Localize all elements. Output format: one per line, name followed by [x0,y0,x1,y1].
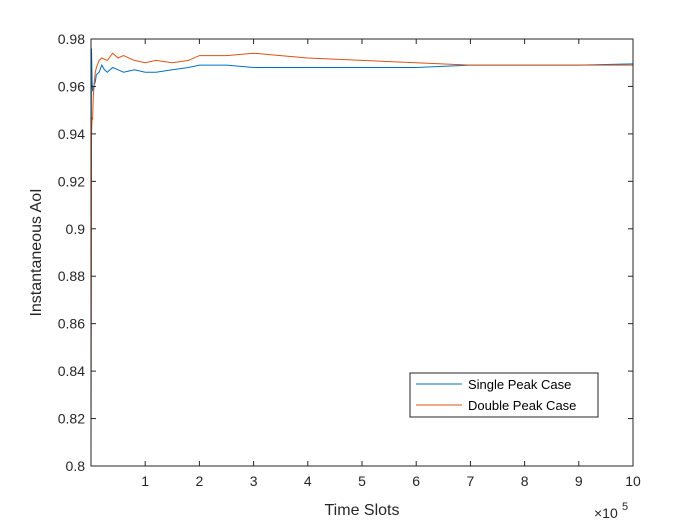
x-tick-label: 10 [625,473,641,489]
y-tick-label: 0.8 [66,458,86,474]
y-tick-label: 0.82 [58,411,85,427]
y-tick-label: 0.88 [58,268,85,284]
x-tick-label: 5 [358,473,366,489]
legend: Single Peak Case Double Peak Case [409,372,599,418]
x-tick-label: 1 [141,473,149,489]
x-axis-exponent-base: ×10 [594,505,618,521]
legend-box [409,372,599,418]
x-axis-label: Time Slots [325,502,400,519]
x-tick-label: 2 [196,473,204,489]
x-tick-label: 8 [521,473,529,489]
ticks-layer: 1 2 3 4 5 6 7 8 9 10 0.8 0.82 0.84 0.86 0.88 0.9 0.92 0.9… [58,31,641,489]
series-layer [90,48,634,455]
x-tick-label: 4 [304,473,312,489]
y-tick-label: 0.9 [66,221,86,237]
x-axis-exponent-power: 5 [622,501,628,513]
y-axis-label: Instantaneous AoI [28,188,45,316]
x-tick-label: 3 [250,473,258,489]
legend-label-double-peak: Double Peak Case [468,398,576,413]
series-line-double-peak [90,52,633,443]
x-axis-exponent: ×10 5 [594,501,628,521]
y-tick-label: 0.84 [58,363,85,379]
legend-label-single-peak: Single Peak Case [468,377,571,392]
x-tick-label: 6 [412,473,420,489]
y-tick-label: 0.92 [58,173,85,189]
plot-area: 1 2 3 4 5 6 7 8 9 10 0.8 0.82 0.84 0.86 0.88 0.9 0.92 0.9… [58,31,641,489]
y-tick-label: 0.86 [58,316,85,332]
x-tick-label: 7 [467,473,475,489]
x-tick-label: 9 [575,473,583,489]
y-tick-label: 0.98 [58,31,85,47]
y-tick-label: 0.96 [58,78,85,94]
y-tick-label: 0.94 [58,126,85,142]
